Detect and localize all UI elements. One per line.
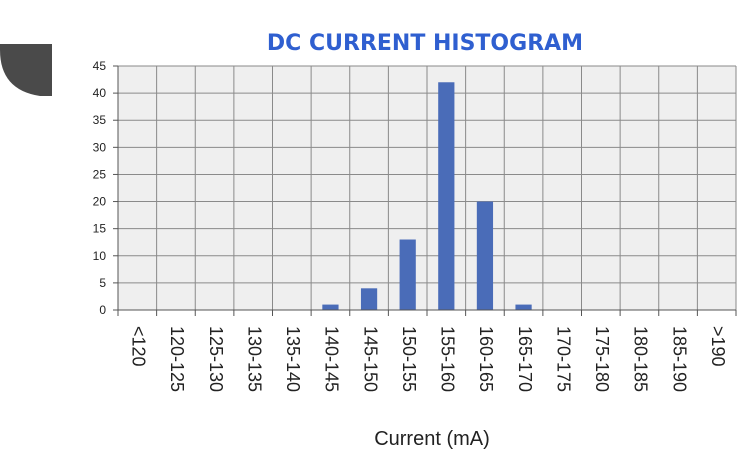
y-tick-label: 20 xyxy=(93,195,107,209)
bar-160-165 xyxy=(476,201,494,310)
x-tick-label: 120-125 xyxy=(167,326,187,392)
x-tick-label: 145-150 xyxy=(360,326,380,392)
y-tick-label: 15 xyxy=(93,222,107,236)
bar-145-150 xyxy=(360,288,378,310)
x-tick-label: 160-165 xyxy=(476,326,496,392)
x-tick-label: 150-155 xyxy=(399,326,419,392)
x-tick-label: 185-190 xyxy=(669,326,689,392)
bar-150-155 xyxy=(399,239,416,310)
x-tick-label: 130-135 xyxy=(244,326,264,392)
x-tick-label: >190 xyxy=(708,326,728,367)
y-tick-label: 25 xyxy=(93,167,107,181)
y-tick-label: 0 xyxy=(99,303,106,317)
y-tick-label: 45 xyxy=(93,59,107,73)
bar-165-170 xyxy=(515,304,532,310)
chart-title: DC CURRENT HISTOGRAM xyxy=(267,31,583,56)
bar-140-145 xyxy=(322,304,339,310)
bar-155-160 xyxy=(438,82,455,311)
bars xyxy=(322,82,532,311)
y-tick-label: 40 xyxy=(93,86,107,100)
x-tick-label: 135-140 xyxy=(283,326,303,392)
x-tick-labels: <120 120-125 125-130 130-135 135-140 140-145 1… xyxy=(129,326,728,392)
axes xyxy=(113,65,737,316)
y-tick-label: 10 xyxy=(93,249,107,263)
y-tick-label: 5 xyxy=(99,276,106,290)
x-tick-label: 140-145 xyxy=(322,326,342,392)
decorative-corner-shape xyxy=(0,44,52,96)
y-tick-label: 30 xyxy=(93,140,107,154)
x-axis-label: Current (mA) xyxy=(374,428,490,450)
x-tick-label: 175-180 xyxy=(592,326,612,392)
x-tick-label: 125-130 xyxy=(206,326,226,392)
x-tick-label: 155-160 xyxy=(438,326,458,392)
y-tick-labels: 0 5 10 15 20 25 30 35 40 45 xyxy=(93,59,107,317)
x-tick-label: 180-185 xyxy=(631,326,651,392)
x-tick-label: 170-175 xyxy=(553,326,573,392)
y-tick-label: 35 xyxy=(93,113,107,127)
x-tick-label: 165-170 xyxy=(515,326,535,392)
x-tick-label: <120 xyxy=(129,326,149,367)
